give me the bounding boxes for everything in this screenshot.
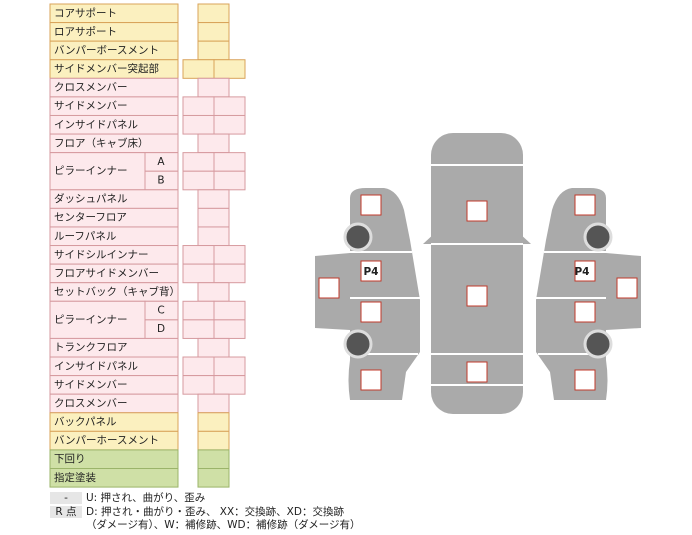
input-cell[interactable]: [197, 412, 230, 432]
row-label: インサイドパネル: [54, 360, 138, 372]
input-cell[interactable]: [213, 245, 246, 265]
input-cell[interactable]: [213, 319, 246, 339]
row-label: コアサポート: [54, 7, 117, 19]
input-cell[interactable]: [213, 59, 246, 79]
input-cell[interactable]: [197, 77, 230, 98]
input-cell[interactable]: [213, 375, 246, 395]
legend-key-box: [50, 506, 82, 518]
row-label-cell: [49, 152, 146, 191]
input-cell[interactable]: [197, 282, 230, 302]
legend-key-box: [50, 492, 82, 504]
input-cell[interactable]: [213, 114, 246, 135]
input-cell[interactable]: [197, 22, 230, 42]
input-cell[interactable]: [197, 207, 230, 228]
row-label: セットバック（キャブ背）: [54, 285, 180, 298]
legend-text: （ダメージ有）、W：補修跡、WD：補修跡（ダメージ有）: [86, 518, 361, 531]
input-cell[interactable]: [182, 263, 215, 284]
input-cell[interactable]: [197, 430, 230, 451]
sub-label: A: [157, 156, 165, 168]
row-label: サイドメンバー: [54, 100, 128, 112]
input-cell[interactable]: [213, 96, 246, 116]
input-cell[interactable]: [213, 356, 246, 377]
row-label: バンパーボースメント: [54, 44, 159, 56]
input-cell[interactable]: [182, 96, 215, 116]
input-cell[interactable]: [182, 356, 215, 377]
row-label: バックパネル: [54, 416, 116, 428]
row-label: ピラーインナー: [54, 314, 128, 326]
input-cell[interactable]: [197, 337, 230, 358]
input-cell[interactable]: [213, 152, 246, 172]
input-cell[interactable]: [182, 319, 215, 339]
row-label: 下回り: [54, 453, 86, 465]
row-label: サイドメンバー: [54, 379, 128, 391]
sub-label: B: [157, 175, 164, 187]
row-label: ピラーインナー: [54, 165, 128, 177]
part-label: P4: [363, 266, 378, 278]
row-label: ルーフパネル: [54, 230, 116, 242]
row-label: サイドシルインナー: [54, 249, 149, 261]
input-cell[interactable]: [197, 468, 230, 488]
row-label: センターフロア: [54, 212, 127, 224]
row-label: サイドメンバー突起部: [54, 62, 159, 75]
input-cell[interactable]: [182, 245, 215, 265]
input-cell[interactable]: [197, 449, 230, 470]
input-cell[interactable]: [197, 133, 230, 154]
input-cell[interactable]: [182, 300, 215, 321]
input-cell[interactable]: [182, 152, 215, 172]
left-side: [315, 188, 420, 400]
row-label: ダッシュパネル: [54, 192, 128, 205]
input-cell[interactable]: [197, 393, 230, 414]
car-diagram: P4 P4: [315, 133, 643, 414]
input-cell[interactable]: [182, 114, 215, 135]
legend-text: D: 押され・曲がり・歪み、 XX：交換跡、XD：交換跡: [86, 505, 344, 518]
row-label: フロア（キャブ床）: [54, 136, 149, 149]
input-cell[interactable]: [197, 226, 230, 247]
sub-label: C: [157, 305, 164, 317]
input-cell[interactable]: [182, 170, 215, 191]
input-cell[interactable]: [182, 59, 215, 79]
input-cell[interactable]: [213, 300, 246, 321]
legend-key: -: [64, 492, 68, 504]
input-cell[interactable]: [182, 375, 215, 395]
sub-label: D: [157, 323, 165, 335]
row-label: クロスメンバー: [54, 397, 128, 409]
input-cell[interactable]: [197, 189, 230, 209]
input-cell[interactable]: [197, 3, 230, 24]
row-label: クロスメンバー: [54, 82, 128, 94]
row-label: バンパーホースメント: [54, 435, 159, 447]
row-label: フロアサイドメンバー: [54, 267, 159, 279]
row-label: 指定塗装: [54, 471, 96, 484]
row-label: トランクフロア: [54, 342, 128, 354]
row-label: インサイドパネル: [54, 119, 138, 131]
input-cell[interactable]: [197, 40, 230, 61]
input-cell[interactable]: [213, 263, 246, 284]
input-cell[interactable]: [213, 170, 246, 191]
part-label: P4: [574, 266, 589, 278]
legend-key: R 点: [55, 506, 76, 518]
row-label-cell: [49, 468, 179, 488]
row-label: ロアサポート: [54, 26, 117, 38]
legend-text: U: 押され、曲がり、歪み: [86, 491, 205, 504]
